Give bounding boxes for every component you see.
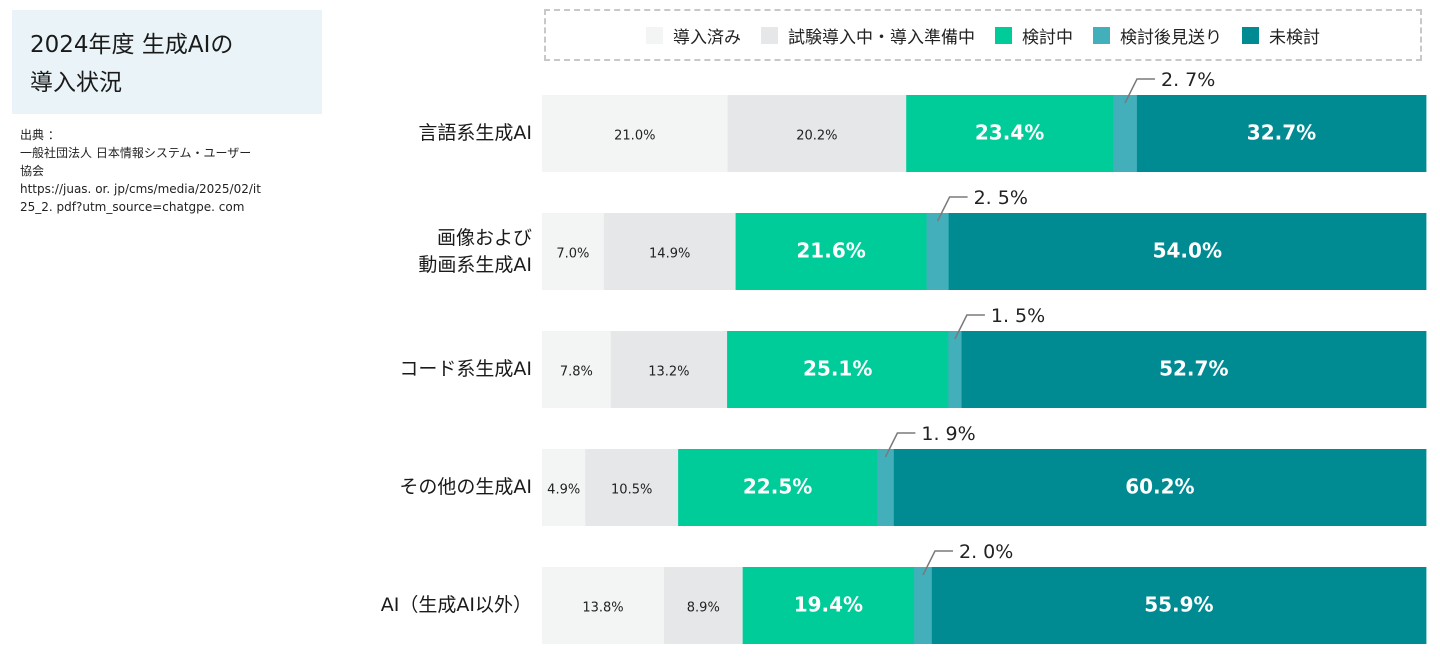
data-label: 1. 5%: [991, 305, 1045, 327]
data-label: 52.7%: [1159, 357, 1228, 381]
legend-swatch: [646, 26, 663, 44]
category-label-line: 動画系生成AI: [418, 253, 532, 276]
bar-segment: [727, 331, 949, 408]
category-label: その他の生成AI: [399, 474, 532, 501]
data-label: 10.5%: [611, 483, 652, 498]
bar-segment: [914, 567, 933, 644]
data-label: 20.2%: [796, 129, 837, 144]
leader-line: [1124, 78, 1155, 104]
data-label: 54.0%: [1153, 239, 1222, 263]
bar-segment: [542, 567, 665, 644]
data-label: 1. 9%: [921, 423, 975, 445]
bar-segment: [961, 331, 1427, 408]
source-line: 協会: [20, 164, 45, 178]
bar-segment: [603, 213, 736, 290]
data-label: 21.6%: [796, 239, 865, 263]
data-label: 2. 0%: [959, 541, 1013, 563]
category-label-line: AI（生成AI以外）: [380, 594, 532, 616]
legend-label: 検討後見送り: [1120, 27, 1222, 48]
bar-segment: [735, 213, 927, 290]
data-label: 21.0%: [614, 129, 655, 144]
legend-label: 未検討: [1269, 27, 1320, 48]
category-label: 画像および動画系生成AI: [418, 225, 532, 279]
category-label-line: 言語系生成AI: [418, 122, 532, 144]
data-label: 2. 7%: [1161, 69, 1215, 91]
category-label-line: その他の生成AI: [399, 476, 532, 498]
category-label-line: 画像および: [436, 226, 532, 249]
bar-segment: [585, 449, 679, 526]
chart-legend: 導入済み 試験導入中・導入準備中 検討中 検討後見送り 未検討: [544, 9, 1422, 61]
data-label: 13.8%: [582, 601, 623, 616]
bar-segment: [926, 213, 950, 290]
bar-segment: [542, 331, 612, 408]
legend-swatch: [1242, 26, 1259, 44]
leader-line: [936, 196, 968, 222]
data-label: 23.4%: [975, 121, 1044, 145]
category-label-line: コード系生成AI: [399, 358, 532, 380]
chart-title: 2024年度 生成AIの 導入状況: [12, 10, 322, 114]
bar-segment: [610, 331, 728, 408]
bar-segment: [542, 449, 586, 526]
bar-segment: [727, 95, 907, 172]
data-label: 25.1%: [803, 357, 872, 381]
data-label: 7.8%: [560, 365, 593, 380]
legend-swatch: [761, 26, 778, 44]
leader-line: [922, 550, 953, 576]
bar-segment: [742, 567, 915, 644]
data-label: 32.7%: [1247, 121, 1316, 145]
data-label: 14.9%: [649, 247, 690, 262]
data-label: 2. 5%: [974, 187, 1028, 209]
legend-label: 導入済み: [673, 27, 741, 48]
leader-line: [954, 314, 985, 340]
data-label: 7.0%: [556, 247, 589, 262]
legend-item: 未検討: [1242, 23, 1320, 48]
source-line: https://juas. or. jp/cms/media/2025/02/i…: [20, 182, 261, 196]
data-label: 19.4%: [794, 593, 863, 617]
source-line: 一般社団法人 日本情報システム・ユーザー: [20, 146, 252, 160]
legend-item: 導入済み: [646, 23, 741, 48]
data-label: 13.2%: [648, 365, 689, 380]
bar-segment: [931, 567, 1427, 644]
data-label: 22.5%: [743, 475, 812, 499]
bar-segment: [948, 213, 1427, 290]
legend-swatch: [1093, 26, 1110, 44]
data-label: 4.9%: [547, 483, 580, 498]
legend-item: 検討後見送り: [1093, 23, 1222, 48]
category-label: AI（生成AI以外）: [381, 592, 532, 619]
bar-segment: [542, 95, 729, 172]
source-line: 25_2. pdf?utm_source=chatgpe. com: [20, 200, 245, 214]
chart-title-line-1: 2024年度 生成AIの: [30, 32, 234, 58]
bar-segment: [906, 95, 1114, 172]
bar-segment: [1136, 95, 1427, 172]
data-label: 60.2%: [1125, 475, 1194, 499]
legend-item: 検討中: [995, 23, 1073, 48]
data-label: 8.9%: [687, 601, 720, 616]
legend-item: 試験導入中・導入準備中: [761, 23, 975, 48]
bar-segment: [893, 449, 1427, 526]
legend-label: 検討中: [1022, 27, 1073, 48]
bar-segment: [663, 567, 744, 644]
category-label: コード系生成AI: [399, 356, 532, 383]
leader-line: [884, 432, 916, 458]
bar-segment: [678, 449, 878, 526]
category-label: 言語系生成AI: [418, 120, 532, 147]
bar-segment: [1113, 95, 1138, 172]
bar-segment: [948, 331, 962, 408]
legend-label: 試験導入中・導入準備中: [788, 27, 975, 48]
data-label: 55.9%: [1144, 593, 1213, 617]
source-note: 出典 ： 一般社団法人 日本情報システム・ユーザー 協会 https://jua…: [20, 126, 300, 216]
source-line: 出典 ：: [20, 128, 60, 142]
bar-segment: [542, 213, 605, 290]
chart-title-line-2: 導入状況: [30, 70, 122, 96]
bar-segment: [877, 449, 895, 526]
legend-swatch: [995, 26, 1012, 44]
